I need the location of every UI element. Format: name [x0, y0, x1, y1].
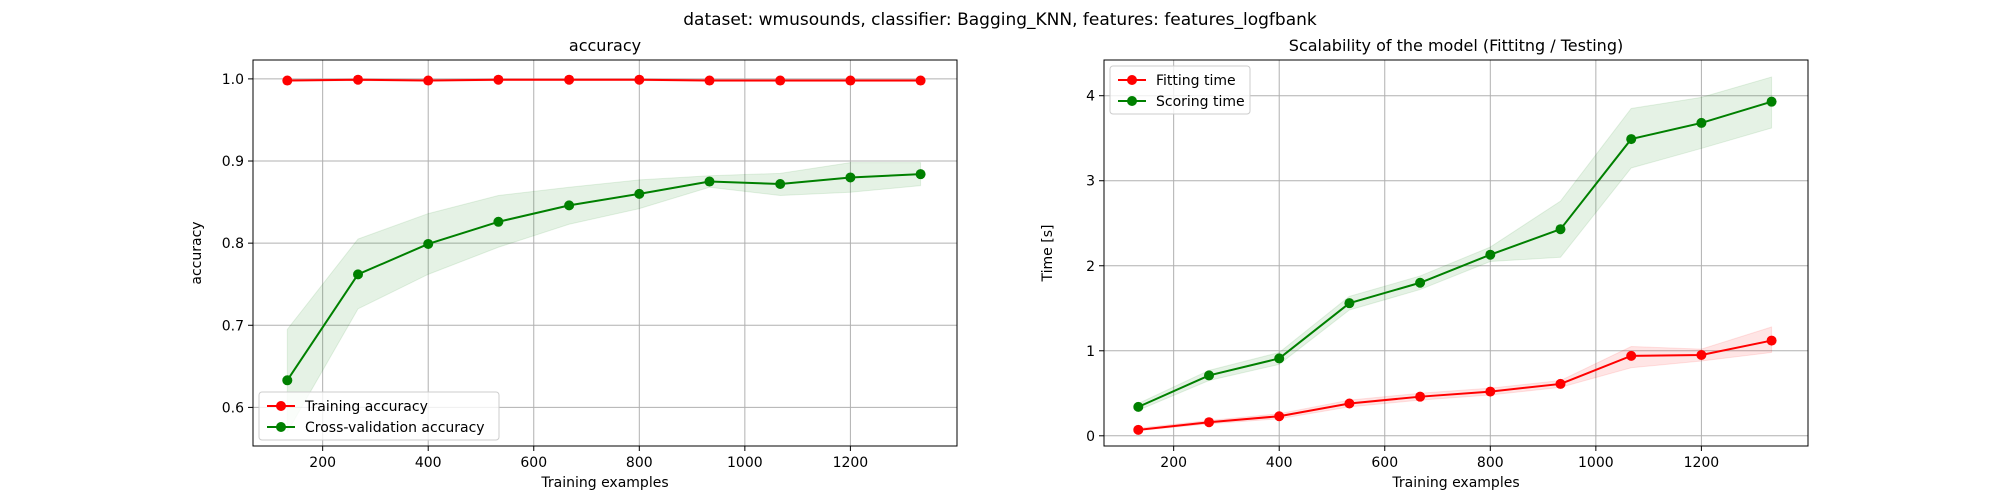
y-tick-label: 1.0 — [222, 72, 244, 88]
data-point — [353, 74, 364, 85]
x-tick-label: 600 — [1371, 455, 1398, 471]
data-point — [423, 75, 434, 86]
legend-label: Scoring time — [1156, 94, 1245, 110]
scalability-panel: 200 400 600 800 1000 1200 0 1 2 3 4 Scalability of … — [1040, 36, 1809, 491]
series-line — [1137, 100, 1772, 408]
data-point — [1555, 378, 1566, 389]
axes-title: Scalability of the model (Fittitng / Tes… — [1289, 36, 1623, 55]
x-tick-label: 1000 — [727, 455, 763, 471]
legend-marker — [276, 422, 286, 432]
y-tick-label: 1 — [1086, 344, 1095, 360]
y-axis-label: Time [s] — [1040, 225, 1056, 283]
data-point — [1626, 134, 1637, 145]
data-point — [845, 172, 856, 183]
x-tick-label: 400 — [1266, 455, 1293, 471]
y-tick-label: 0.6 — [222, 400, 244, 416]
figure-suptitle: dataset: wmusounds, classifier: Bagging_… — [683, 10, 1317, 30]
legend-label: Cross-validation accuracy — [305, 420, 485, 436]
data-point — [423, 238, 434, 249]
data-point — [1133, 424, 1144, 435]
y-axis-label: accuracy — [189, 221, 205, 284]
y-tick-label: 0.8 — [222, 236, 244, 252]
axes-title: accuracy — [569, 36, 641, 55]
y-tick-label: 0.7 — [222, 318, 244, 334]
data-point — [282, 375, 293, 386]
data-point — [564, 74, 575, 85]
data-point — [1485, 386, 1496, 397]
gridlines — [1104, 60, 1808, 446]
data-point — [775, 75, 786, 86]
data-point — [1766, 96, 1777, 107]
series-line — [286, 173, 921, 381]
data-point — [1133, 401, 1144, 412]
data-point — [845, 75, 856, 86]
data-point — [1274, 353, 1285, 364]
x-axis-label: Training examples — [1391, 475, 1519, 491]
data-point — [493, 216, 504, 227]
y-tick-label: 2 — [1086, 259, 1095, 275]
data-point — [1485, 249, 1496, 260]
data-point — [1344, 398, 1355, 409]
x-tick-label: 1000 — [1578, 455, 1614, 471]
legend-marker — [1127, 96, 1137, 106]
data-point — [634, 188, 645, 199]
x-tick-label: 800 — [1477, 455, 1504, 471]
data-point — [1626, 350, 1637, 361]
series-line — [1138, 339, 1772, 431]
data-point — [1204, 417, 1215, 428]
data-point — [1274, 411, 1285, 422]
x-tick-label: 800 — [626, 455, 653, 471]
data-point — [564, 200, 575, 211]
data-point — [1696, 350, 1707, 361]
x-tick-label: 200 — [309, 455, 336, 471]
x-tick-label: 600 — [520, 455, 547, 471]
data-point — [1555, 224, 1566, 235]
y-tick-label: 0 — [1086, 429, 1095, 445]
x-tick-label: 400 — [415, 455, 442, 471]
data-point — [1696, 117, 1707, 128]
data-point — [282, 75, 293, 86]
x-tick-label: 1200 — [833, 455, 869, 471]
y-tick-label: 3 — [1086, 174, 1095, 190]
data-point — [704, 176, 715, 187]
legend-marker — [1127, 75, 1137, 85]
series-band — [1137, 326, 1773, 432]
data-point — [915, 75, 926, 86]
data-point — [1415, 391, 1426, 402]
data-point — [353, 269, 364, 280]
legend-marker — [276, 401, 286, 411]
legend-label: Training accuracy — [304, 399, 428, 415]
data-point — [634, 74, 645, 85]
legend: Fitting time Scoring time — [1109, 65, 1251, 115]
data-point — [704, 75, 715, 86]
data-point — [1415, 277, 1426, 288]
series-line — [287, 78, 921, 82]
data-point — [1204, 370, 1215, 381]
accuracy-panel: 200 400 600 800 1000 1200 0.6 0.7 0.8 0.9 1.0 accur… — [189, 36, 958, 491]
y-tick-label: 0.9 — [222, 154, 244, 170]
x-tick-label: 200 — [1160, 455, 1187, 471]
data-point — [775, 179, 786, 190]
axes-frame — [1103, 59, 1809, 447]
x-axis-label: Training examples — [540, 475, 668, 491]
data-point — [493, 74, 504, 85]
x-tick-label: 1200 — [1684, 455, 1720, 471]
legend-box — [258, 391, 500, 441]
series-band — [286, 162, 922, 434]
legend-label: Fitting time — [1156, 73, 1236, 89]
legend: Training accuracy Cross-validation accura… — [258, 391, 500, 441]
y-tick-label: 4 — [1086, 89, 1095, 105]
data-point — [915, 169, 926, 180]
axes-frame — [252, 59, 958, 447]
data-point — [1766, 335, 1777, 346]
data-point — [1344, 298, 1355, 309]
